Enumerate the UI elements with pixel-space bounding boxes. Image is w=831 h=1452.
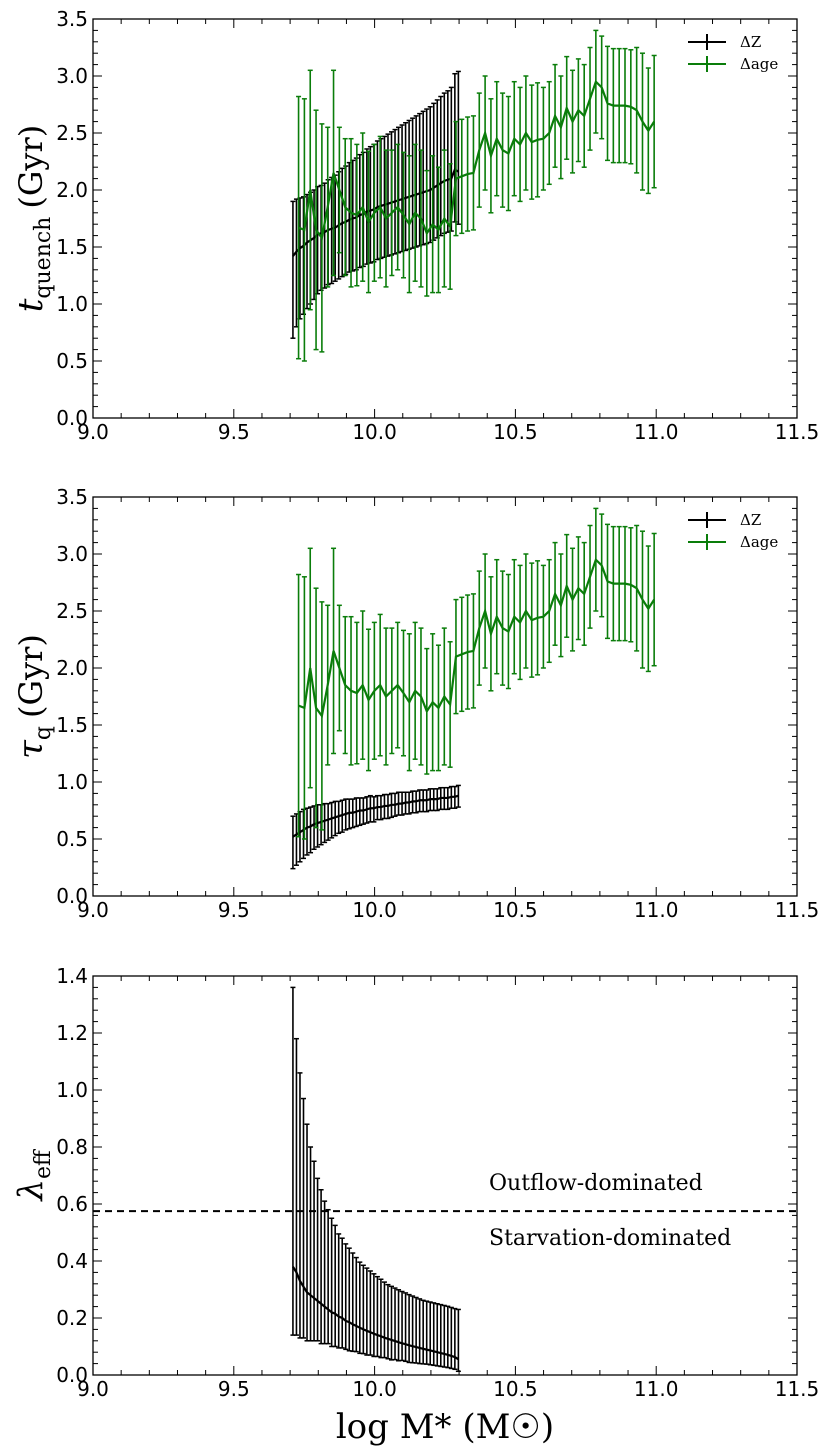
series-delta-z (290, 986, 461, 1373)
annotation-outflow: Outflow-dominated (489, 1171, 703, 1196)
series-line (292, 167, 459, 257)
y-tick-label: 1.4 (56, 964, 88, 988)
series-delta-age (296, 29, 657, 362)
x-tick-label: 9.5 (218, 420, 250, 444)
x-tick-label: 9.5 (218, 1377, 250, 1401)
y-tick-label: 0.8 (56, 1135, 88, 1159)
y-axis-subscript: quench (31, 217, 56, 299)
y-axis-title: τq (Gyr) (11, 634, 56, 759)
plot-frame (92, 496, 798, 897)
y-axis-symbol: t (11, 298, 51, 312)
x-tick-label: 10.5 (493, 420, 538, 444)
panel-2: 9.0 9.5 10.0 10.5 11.0 11.5 0.0 0.5 1.0 1.5 2.0 2.5… (11, 485, 819, 922)
x-tick-label: 10.0 (352, 1377, 397, 1401)
y-axis-symbol: τ (11, 739, 51, 759)
y-tick-label: 0.2 (56, 1306, 88, 1330)
legend-label: Δage (740, 533, 778, 551)
x-tick-label: 10.0 (352, 898, 397, 922)
y-tick-label: 0.0 (56, 884, 88, 908)
y-tick-label: 0.4 (56, 1249, 88, 1273)
legend-label: Δage (740, 55, 778, 73)
plot-frame (92, 18, 798, 419)
x-tick-label: 11.0 (634, 420, 679, 444)
legend: ΔZ Δage (688, 511, 778, 551)
x-tick-label: 11.0 (634, 1377, 679, 1401)
x-tick-label: 11.5 (775, 1377, 820, 1401)
y-axis-subscript: q (31, 726, 56, 740)
y-axis-title: tquench (Gyr) (11, 125, 56, 313)
y-tick-label: 1.0 (56, 1078, 88, 1102)
plot-area (93, 986, 797, 1373)
y-tick-label: 0.5 (56, 827, 88, 851)
y-tick-label: 0.0 (56, 1363, 88, 1387)
y-tick-label: 3.5 (56, 485, 88, 509)
annotation-starvation: Starvation-dominated (489, 1226, 731, 1251)
x-tick-label: 9.5 (218, 898, 250, 922)
y-tick-label: 2.0 (56, 656, 88, 680)
y-axis-unit: (Gyr) (12, 634, 50, 718)
legend-label: ΔZ (740, 511, 761, 529)
y-axis-subscript: eff (31, 1149, 56, 1179)
y-axis-title: λeff (11, 1149, 56, 1203)
y-axis-symbol: λ (11, 1179, 51, 1203)
x-tick-label: 10.5 (493, 1377, 538, 1401)
y-tick-label: 1.0 (56, 770, 88, 794)
x-tick-label: 10.0 (352, 420, 397, 444)
x-tick-label: 9.0 (77, 1377, 109, 1401)
x-tick-label: 9.0 (77, 898, 109, 922)
plot-frame (92, 975, 798, 1376)
y-tick-label: 1.5 (56, 713, 88, 737)
y-tick-label: 0.0 (56, 406, 88, 430)
y-axis-unit: (Gyr) (12, 125, 50, 209)
y-tick-label: 2.5 (56, 599, 88, 623)
y-tick-label: 2.0 (56, 178, 88, 202)
series-line (298, 557, 656, 719)
x-tick-label: 11.5 (775, 898, 820, 922)
x-tick-label: 9.0 (77, 420, 109, 444)
x-axis-title: log M* (M☉) (336, 1407, 554, 1447)
panel-1: 9.0 9.5 10.0 10.5 11.0 11.5 0.0 0.5 1.0 1.5 2.0 2.5… (11, 7, 819, 444)
x-tick-label: 10.5 (493, 898, 538, 922)
panel-3: 9.0 9.5 10.0 10.5 11.0 11.5 0.0 0.2 0.4 0.6 0.8 1.0… (11, 964, 819, 1447)
legend: ΔZ Δage (688, 33, 778, 73)
y-tick-label: 1.5 (56, 235, 88, 259)
series-line (292, 1266, 459, 1361)
plot-area (290, 507, 657, 870)
series-delta-age (296, 507, 657, 840)
plot-area (290, 29, 657, 362)
y-tick-label: 3.0 (56, 542, 88, 566)
series-line (292, 794, 459, 838)
series-line (298, 79, 656, 241)
y-tick-label: 2.5 (56, 121, 88, 145)
y-tick-label: 1.0 (56, 292, 88, 316)
y-tick-label: 0.5 (56, 349, 88, 373)
y-tick-label: 1.2 (56, 1021, 88, 1045)
x-tick-label: 11.0 (634, 898, 679, 922)
legend-label: ΔZ (740, 33, 761, 51)
x-tick-label: 11.5 (775, 420, 820, 444)
y-tick-label: 0.6 (56, 1192, 88, 1216)
y-tick-label: 3.5 (56, 7, 88, 31)
y-tick-label: 3.0 (56, 64, 88, 88)
